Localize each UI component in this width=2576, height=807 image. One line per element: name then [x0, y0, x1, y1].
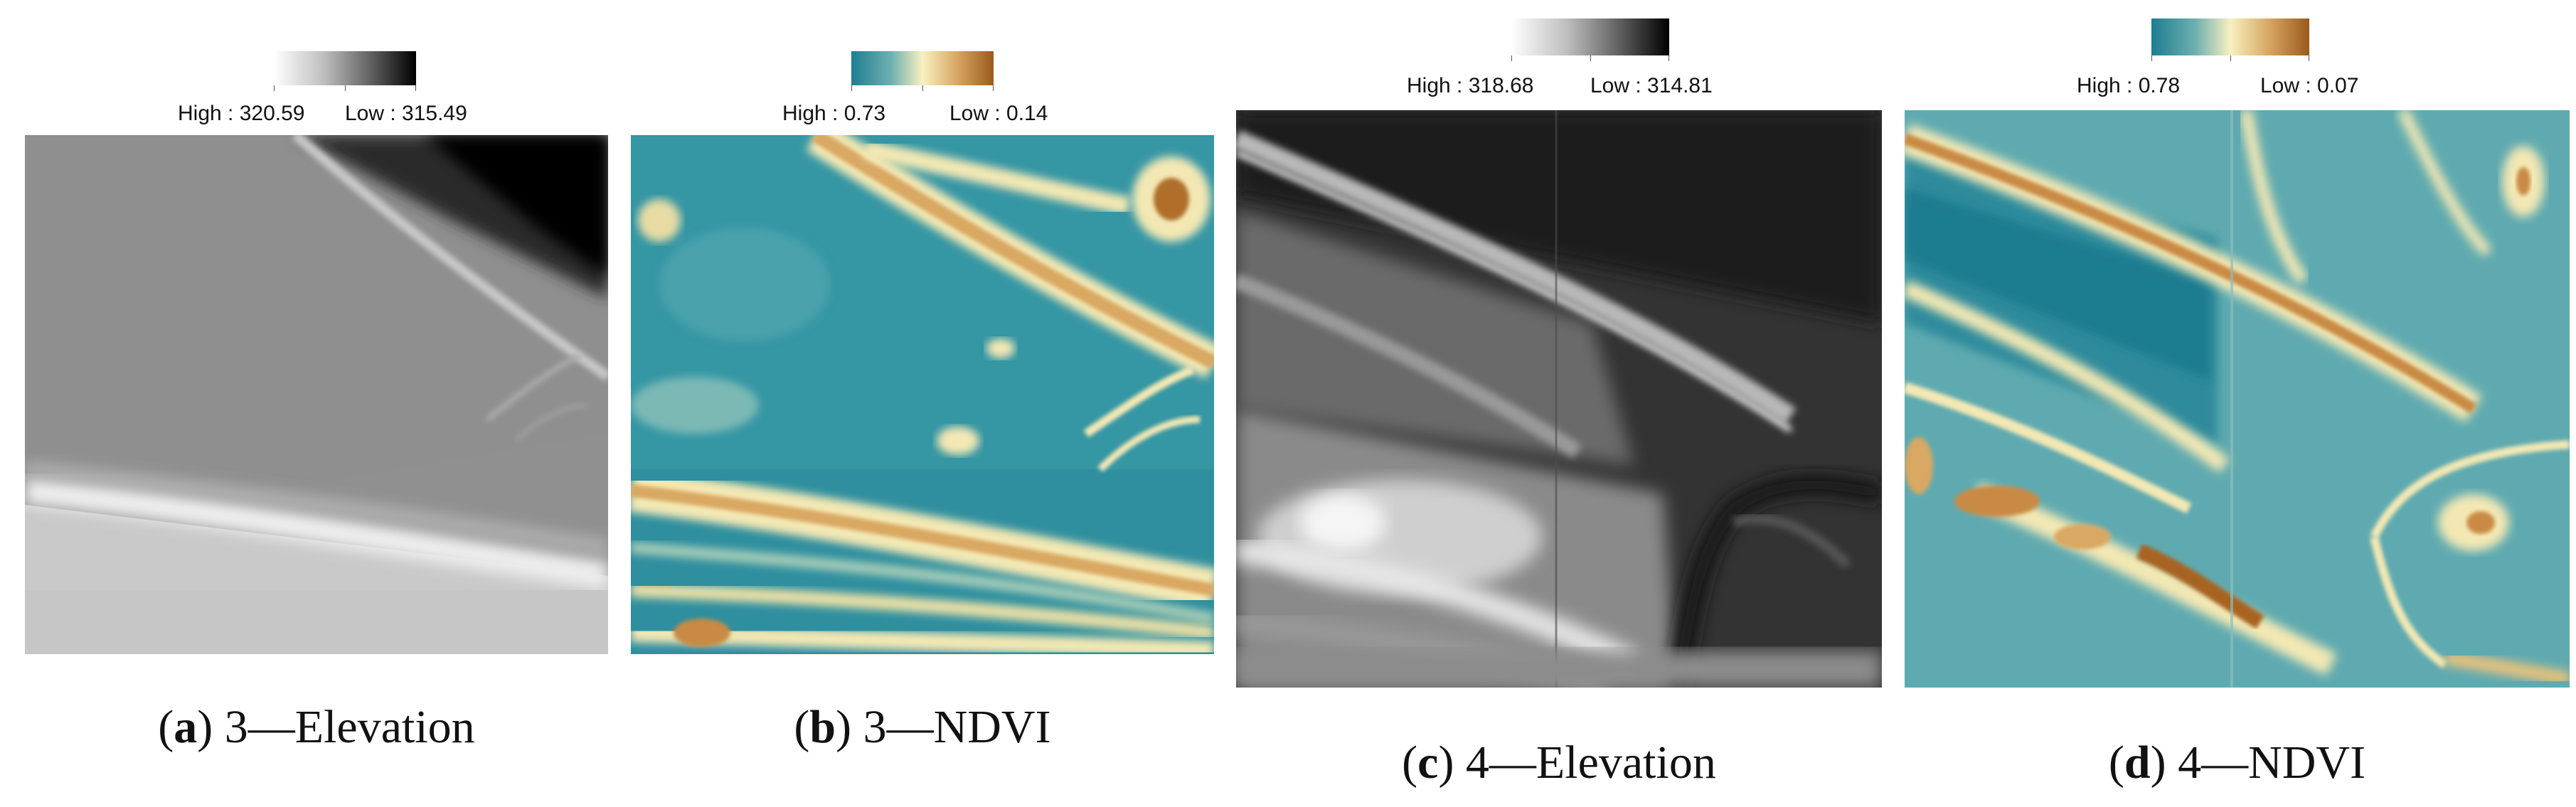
- panel-letter-c: c: [1417, 737, 1439, 789]
- legend-high-c: High : 318.68: [1407, 74, 1534, 97]
- legend-low-d: Low : 0.07: [2260, 74, 2359, 97]
- caption-d: (d) 4—NDVI: [2108, 737, 2366, 789]
- legend-colorbar-b: [851, 51, 994, 85]
- caption-text-d: 4—NDVI: [2178, 737, 2366, 789]
- legend-colorbar-a: [274, 51, 416, 85]
- legend-colorbar-c: [1511, 18, 1669, 55]
- legend-high-b: High : 0.73: [782, 102, 886, 125]
- legend-low-a: Low : 315.49: [345, 102, 467, 125]
- panel-letter-b: b: [809, 701, 836, 753]
- panel-letter-d: d: [2124, 737, 2151, 789]
- elevation-map-a: [25, 135, 608, 654]
- caption-text-b: 3—NDVI: [863, 701, 1051, 753]
- legend-low-c: Low : 314.81: [1590, 74, 1713, 97]
- caption-text-c: 4—Elevation: [1465, 737, 1716, 789]
- legend-low-b: Low : 0.14: [949, 102, 1048, 125]
- ndvi-map-d: [1905, 110, 2570, 688]
- caption-a: (a) 3—Elevation: [158, 701, 475, 753]
- legend-colorbar-d: [2151, 18, 2309, 55]
- legend-high-d: High : 0.78: [2077, 74, 2181, 97]
- panel-letter-a: a: [174, 701, 198, 753]
- caption-c: (c) 4—Elevation: [1402, 737, 1716, 789]
- caption-text-a: 3—Elevation: [224, 701, 475, 753]
- ndvi-map-b: [631, 135, 1214, 654]
- legend-high-a: High : 320.59: [178, 102, 305, 125]
- caption-b: (b) 3—NDVI: [794, 701, 1051, 753]
- elevation-map-c: [1236, 110, 1882, 688]
